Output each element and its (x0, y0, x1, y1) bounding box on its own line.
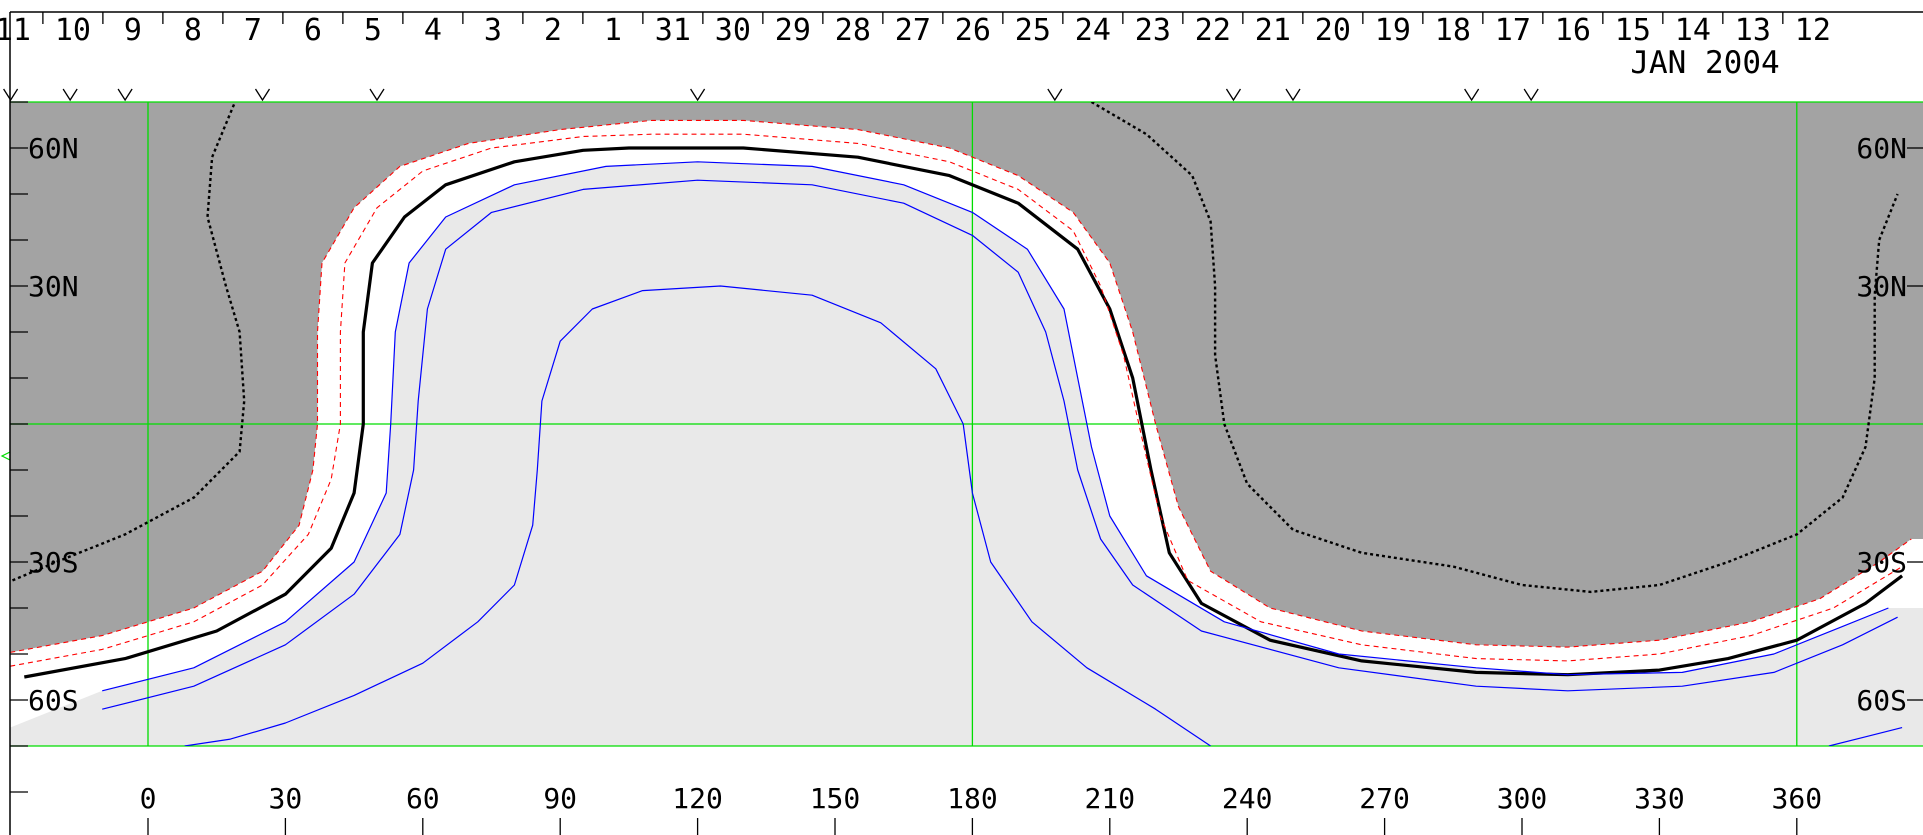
date-label: 16 (1555, 13, 1591, 48)
month-label: JAN 2004 (1630, 45, 1779, 81)
date-label: 24 (1075, 13, 1111, 48)
lon-label: 210 (1085, 782, 1136, 815)
date-label: 8 (184, 13, 202, 48)
lon-label: 30 (269, 782, 303, 815)
station-marker (1523, 88, 1539, 102)
date-label: 31 (655, 13, 691, 48)
station-markers (3, 88, 1539, 102)
lat-label-right: 30S (1856, 546, 1907, 579)
date-axis: 11 10 9 8 7 6 5 4 3 2 1 31 30 29 28 27 26 25 24 23 22 21 20 19 1… (0, 12, 1831, 48)
lat-label-left: 60N (28, 132, 79, 165)
lon-label: 240 (1222, 782, 1273, 815)
series-line-terminator-day-edge-0 (24, 146, 1904, 679)
date-label: 9 (124, 13, 142, 48)
date-label: 12 (1795, 13, 1831, 48)
lon-label: 180 (947, 782, 998, 815)
station-marker (369, 88, 385, 102)
date-label: 30 (715, 13, 751, 48)
lat-label-left: 60S (28, 684, 79, 717)
equator-arrow (0, 451, 11, 461)
lon-label: 150 (810, 782, 861, 815)
date-label: 5 (364, 13, 382, 48)
lat-label-left: 30N (28, 270, 79, 303)
lat-label-right: 60N (1856, 132, 1907, 165)
station-marker (1047, 88, 1063, 102)
date-label: 28 (835, 13, 871, 48)
lat-label-right: 30N (1856, 270, 1907, 303)
lon-label: 300 (1497, 782, 1548, 815)
lon-label: 0 (140, 782, 157, 815)
station-marker (254, 88, 271, 102)
date-label: 19 (1375, 13, 1411, 48)
station-marker (1225, 88, 1242, 102)
series-line-terminator-dotted-2 (1090, 102, 1899, 594)
date-label: 1 (604, 13, 622, 48)
date-label: 14 (1675, 13, 1711, 48)
series-line-night-edge-dashed-3 (10, 119, 1912, 653)
series-line-night-edge-dashed-4 (10, 133, 1903, 667)
date-label: 25 (1015, 13, 1051, 48)
lon-label: 360 (1772, 782, 1823, 815)
date-label: 6 (304, 13, 322, 48)
series-line-day-contour-5 (102, 161, 1889, 692)
series-line-day-contour-7 (184, 285, 1211, 746)
date-label: 4 (424, 13, 442, 48)
date-label: 27 (895, 13, 931, 48)
grid-lines (0, 101, 1923, 747)
lat-label-right: 60S (1856, 684, 1907, 717)
date-label: 11 (0, 13, 31, 48)
station-marker (1464, 88, 1480, 102)
date-label: 10 (55, 13, 91, 48)
date-label: 15 (1615, 13, 1651, 48)
station-marker (1285, 88, 1301, 102)
date-label: 18 (1435, 13, 1471, 48)
station-marker (117, 88, 133, 102)
date-label: 2 (544, 13, 562, 48)
lon-label: 60 (406, 782, 440, 815)
date-label: 23 (1135, 13, 1171, 48)
contour-lines (10, 102, 1912, 746)
station-marker (62, 88, 78, 102)
latitude-labels: 60S 60S 30S 30S 30N 30N 60N 60N (10, 101, 1923, 793)
lon-label: 270 (1359, 782, 1410, 815)
series-line-terminator-dotted-1 (10, 102, 246, 583)
station-marker (690, 88, 706, 102)
series-line-day-contour-6 (102, 179, 1898, 710)
day-region (10, 161, 1923, 746)
lon-label: 90 (543, 782, 577, 815)
series-line-day-contour-8 (1828, 727, 1903, 746)
date-label: 20 (1315, 13, 1351, 48)
lon-label: 120 (672, 782, 723, 815)
date-label: 22 (1195, 13, 1231, 48)
longitude-labels: 0 30 60 90 120 150 180 210 240 270 300 330 360 (140, 782, 1823, 835)
station-marker (3, 88, 19, 102)
lon-label: 330 (1634, 782, 1685, 815)
date-label: 17 (1495, 13, 1531, 48)
date-label: 21 (1255, 13, 1291, 48)
lat-label-left: 30S (28, 546, 79, 579)
date-label: 3 (484, 13, 502, 48)
date-label: 7 (244, 13, 262, 48)
date-label: 29 (775, 13, 811, 48)
date-label: 26 (955, 13, 991, 48)
date-label: 13 (1735, 13, 1771, 48)
